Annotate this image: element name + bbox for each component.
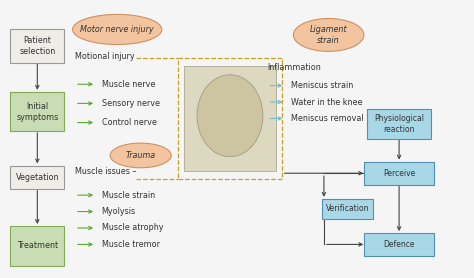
Text: Muscle tremor: Muscle tremor [102, 240, 160, 249]
Text: Muscle issues –: Muscle issues – [75, 167, 137, 176]
Text: Meniscus strain: Meniscus strain [291, 81, 353, 90]
Text: Ligament
strain: Ligament strain [310, 25, 347, 45]
Text: Verification: Verification [326, 204, 369, 213]
Text: Initial
symptoms: Initial symptoms [16, 101, 58, 122]
FancyBboxPatch shape [364, 162, 434, 185]
FancyBboxPatch shape [183, 66, 276, 171]
Text: Control nerve: Control nerve [102, 118, 156, 127]
Text: Muscle atrophy: Muscle atrophy [102, 224, 163, 232]
Ellipse shape [293, 19, 364, 51]
Text: Perceive: Perceive [383, 169, 415, 178]
Text: Defence: Defence [383, 240, 415, 249]
Text: Inflammation: Inflammation [267, 63, 321, 72]
FancyBboxPatch shape [10, 226, 64, 266]
Text: Muscle strain: Muscle strain [102, 191, 155, 200]
FancyBboxPatch shape [367, 109, 431, 139]
Text: Patient
selection: Patient selection [19, 36, 55, 56]
Text: Motional injury: Motional injury [75, 52, 135, 61]
Text: Myolysis: Myolysis [102, 207, 136, 216]
Text: Physiological
reaction: Physiological reaction [374, 114, 424, 134]
FancyBboxPatch shape [364, 233, 434, 256]
Bar [178, 58, 282, 179]
Text: Treatment: Treatment [17, 241, 58, 250]
Ellipse shape [110, 143, 171, 168]
Text: Motor nerve injury: Motor nerve injury [81, 25, 154, 34]
Text: Water in the knee: Water in the knee [291, 98, 363, 106]
Ellipse shape [197, 75, 263, 157]
FancyBboxPatch shape [321, 198, 373, 219]
Ellipse shape [73, 14, 162, 44]
Text: Meniscus removal: Meniscus removal [291, 114, 364, 123]
FancyBboxPatch shape [10, 29, 64, 63]
FancyBboxPatch shape [10, 92, 64, 131]
FancyBboxPatch shape [10, 166, 64, 189]
Text: Trauma: Trauma [126, 151, 156, 160]
Text: Muscle nerve: Muscle nerve [102, 80, 155, 89]
Text: Vegetation: Vegetation [16, 173, 59, 182]
Text: Sensory nerve: Sensory nerve [102, 99, 160, 108]
